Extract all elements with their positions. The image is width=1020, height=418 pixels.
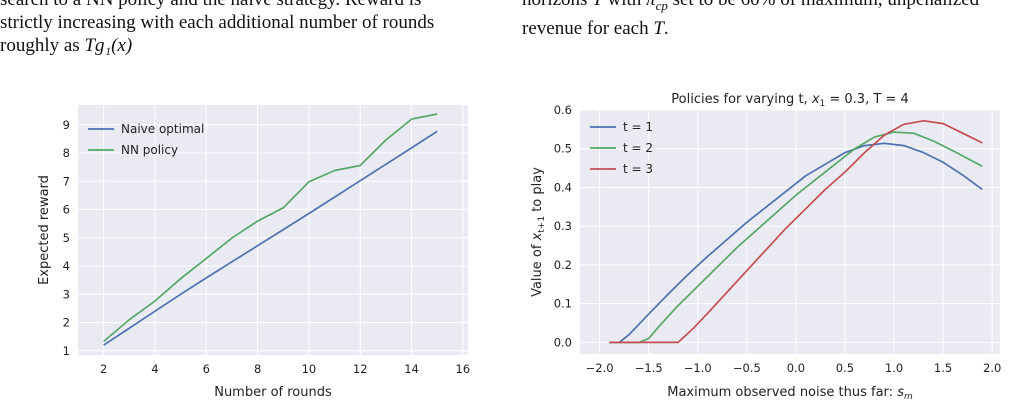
paragraph-right-math-T2: T [653, 17, 664, 39]
paragraph-right-line-1: horizons T with πcp set to be 60% of max… [522, 0, 1012, 17]
x-tick-label: 1.0 [885, 361, 903, 375]
x-tick-label: 2 [100, 362, 107, 376]
paragraph-right-math-T: T [592, 0, 603, 10]
y-tick-label: 0.5 [554, 142, 572, 156]
paragraph-right: horizons T with πcp set to be 60% of max… [522, 0, 1012, 40]
y-axis-label: Expected reward [37, 175, 52, 285]
y-tick-label: 0.3 [554, 219, 572, 233]
y-axis-label-math-var: x [530, 232, 545, 241]
chart-title-math-sub: 1 [820, 99, 826, 109]
paragraph-right-line-2: revenue for each T. [522, 17, 1012, 40]
x-tick-label: 6 [203, 362, 210, 376]
paragraph-left: search to a NN policy and the naive stra… [0, 0, 500, 57]
y-tick-label: 0.0 [554, 335, 572, 349]
series-line-1 [103, 130, 438, 346]
y-tick-label: 8 [63, 146, 70, 160]
paragraph-left-math: Tg₁(x) [84, 35, 133, 56]
legend-label-3: t = 3 [623, 162, 653, 176]
x-axis-label-math-var: s [897, 385, 904, 400]
y-tick-label: 1 [63, 344, 70, 358]
x-axis-label-math-sub: m [904, 392, 913, 402]
paragraph-left-line-3-text: roughly as [0, 35, 85, 56]
chart-title-text: Policies for varying t, [671, 92, 812, 107]
x-tick-label: 16 [456, 362, 471, 376]
plot-area [78, 105, 468, 355]
x-tick-label: −1.0 [684, 361, 712, 375]
legend-label-2: NN policy [121, 143, 178, 157]
chart-title: Policies for varying t, x1 = 0.3, T = 4 [671, 92, 908, 109]
paragraph-right-text-c: set to be 60% of maximum, unpenalized [668, 0, 980, 10]
x-axis-label: Maximum observed noise thus far: sm [667, 385, 913, 402]
y-tick-label: 0.6 [554, 103, 572, 117]
chart-title-math-var: x [811, 92, 820, 107]
y-tick-label: 0.1 [554, 297, 572, 311]
y-tick-label: 0.4 [554, 180, 572, 194]
x-tick-label: 14 [404, 362, 419, 376]
x-tick-label: 12 [353, 362, 368, 376]
x-tick-label: 0.0 [787, 361, 805, 375]
paragraph-right-math-pi: π [646, 0, 656, 10]
x-tick-label: −2.0 [586, 361, 614, 375]
series-line-2 [609, 131, 983, 344]
chart-policies: −2.0 −1.5 −1.0 −0.5 0.0 0.5 1.0 1.5 2.0 0.0 0.1 0.2… [530, 92, 1001, 402]
x-axis-label-text: Maximum observed noise thus far: [667, 385, 897, 400]
x-tick-label: 1.5 [934, 361, 952, 375]
legend-label-2: t = 2 [623, 141, 653, 155]
y-tick-label: 7 [63, 174, 70, 188]
series-line-3 [609, 119, 983, 344]
y-tick-label: 9 [63, 118, 70, 132]
y-axis-label-prefix: Value of [530, 240, 545, 297]
y-axis-label-math-sub: t+1 [537, 216, 547, 233]
x-tick-label: 0.5 [836, 361, 854, 375]
x-tick-label: −1.5 [635, 361, 663, 375]
y-tick-label: 5 [63, 231, 70, 245]
paragraph-left-line-2: strictly increasing with each additional… [0, 12, 435, 33]
paragraph-left-line-3: roughly as Tg₁(x) [0, 34, 500, 57]
paragraph-left-line-1: search to a NN policy and the naive stra… [0, 0, 500, 11]
chart-title-rest: = 0.3, T = 4 [825, 92, 908, 107]
x-tick-label: 8 [254, 362, 261, 376]
y-tick-label: 0.2 [554, 258, 572, 272]
series-line-1 [609, 142, 983, 344]
x-axis-label: Number of rounds [214, 385, 332, 400]
y-axis-label-suffix: to play [530, 167, 545, 216]
x-tick-label: 2.0 [983, 361, 1001, 375]
paragraph-right-math-pi-sub: cp [655, 0, 668, 13]
y-tick-label: 4 [63, 259, 70, 273]
x-tick-label: 4 [151, 362, 158, 376]
y-tick-label: 6 [63, 203, 70, 217]
legend-label-1: t = 1 [623, 120, 653, 134]
y-tick-label: 3 [63, 287, 70, 301]
x-tick-label: −0.5 [733, 361, 761, 375]
legend: t = 1 t = 2 t = 3 [590, 120, 653, 176]
y-tick-label: 2 [63, 316, 70, 330]
series-line-2 [103, 113, 438, 343]
y-axis-label: Value of xt+1 to play [530, 167, 547, 297]
x-tick-label: 10 [302, 362, 317, 376]
legend-label-1: Naive optimal [121, 122, 204, 136]
legend: Naive optimal NN policy [88, 122, 204, 157]
paragraph-right-text-a: horizons [522, 0, 592, 10]
paragraph-right-text-b: with [603, 0, 646, 10]
paragraph-right-text-d: revenue for each [522, 17, 654, 39]
paragraph-right-text-e: . [663, 17, 669, 39]
